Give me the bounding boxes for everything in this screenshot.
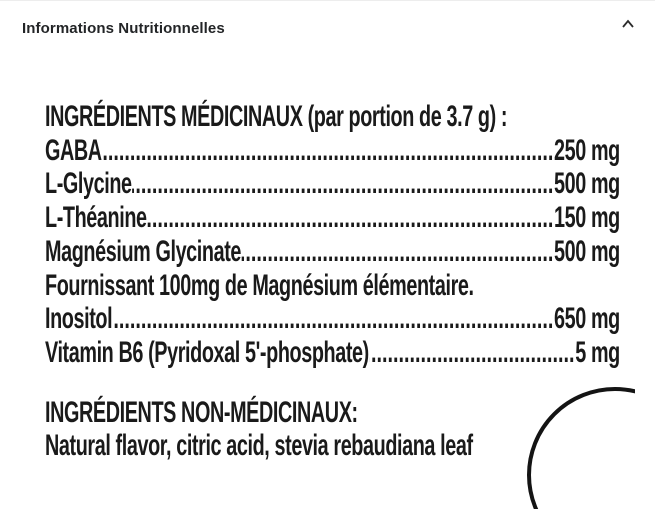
medicinal-rows: GABA....................................… <box>45 134 620 370</box>
non-medicinal-text: Natural flavor, citric acid, stevia reba… <box>45 429 473 463</box>
dot-leader: ........................................… <box>147 201 554 235</box>
ingredient-amount: 5 mg <box>575 335 620 369</box>
ingredient-name: L-Théanine <box>45 201 147 235</box>
ingredient-amount: 500 mg <box>553 167 620 201</box>
ingredient-row: GABA....................................… <box>45 134 620 168</box>
ingredient-name: L-Glycine <box>45 167 132 201</box>
accordion-title: Informations Nutritionnelles <box>22 20 225 37</box>
non-medicinal-block: INGRÉDIENTS NON-MÉDICINAUX: Natural flav… <box>45 396 620 463</box>
ingredient-row: L-Glycine...............................… <box>45 167 620 201</box>
ingredient-name: Magnésium Glycinate <box>45 234 242 268</box>
dot-leader: ........................................… <box>112 302 554 336</box>
accordion-header[interactable]: Informations Nutritionnelles <box>0 0 655 49</box>
dot-leader: ........................................… <box>102 133 554 167</box>
nutrition-label: INGRÉDIENTS MÉDICINAUX (par portion de 3… <box>45 100 620 463</box>
ingredient-row: Inositol................................… <box>45 302 620 336</box>
ingredient-note: Fournissant 100mg de Magnésium élémentai… <box>45 269 620 303</box>
ingredient-name: Vitamin B6 (Pyridoxal 5'-phosphate) <box>45 335 369 369</box>
non-medicinal-heading: INGRÉDIENTS NON-MÉDICINAUX: <box>45 395 358 429</box>
ingredient-amount: 500 mg <box>553 234 620 268</box>
ingredient-row: L-Théanine..............................… <box>45 201 620 235</box>
ingredient-amount: 250 mg <box>553 133 620 167</box>
dot-leader: ........................................… <box>242 234 554 268</box>
dot-leader: ........................................… <box>370 335 575 369</box>
ingredient-row: Vitamin B6 (Pyridoxal 5'-phosphate).....… <box>45 336 620 370</box>
ingredient-name: Inositol <box>45 302 113 336</box>
dot-leader: ........................................… <box>132 167 554 201</box>
ingredient-name: Fournissant 100mg de Magnésium élémentai… <box>45 268 474 302</box>
ingredient-name: GABA <box>45 133 102 167</box>
medicinal-heading: INGRÉDIENTS MÉDICINAUX (par portion de 3… <box>45 100 508 133</box>
ingredient-amount: 150 mg <box>553 201 620 235</box>
ingredient-row: Magnésium Glycinate.....................… <box>45 235 620 269</box>
chevron-up-icon[interactable] <box>617 13 639 35</box>
ingredient-amount: 650 mg <box>553 302 620 336</box>
